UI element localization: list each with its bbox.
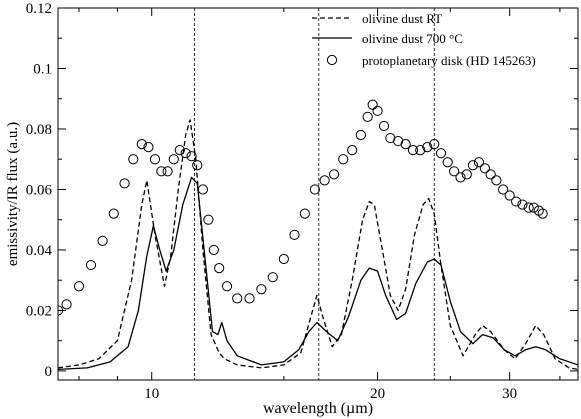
- data-point: [267, 272, 278, 283]
- data-point: [214, 262, 225, 274]
- data-point: [289, 229, 300, 240]
- reference-lines: [194, 8, 435, 380]
- data-point: [449, 166, 460, 177]
- data-point: [232, 293, 243, 304]
- data-point: [108, 208, 119, 219]
- data-point: [192, 160, 203, 171]
- legend-label: olivine dust RT: [362, 11, 442, 26]
- data-point: [429, 138, 440, 150]
- data-point: [479, 163, 490, 174]
- y-tick-label: 0.1: [33, 61, 52, 77]
- data-point: [362, 111, 373, 122]
- x-tick-label: 30: [502, 386, 517, 402]
- data-point: [378, 120, 390, 132]
- y-tick-label: 0.08: [26, 122, 52, 138]
- data-point: [407, 145, 419, 156]
- data-point: [119, 178, 130, 189]
- series-disk-points: [58, 99, 548, 316]
- data-point: [168, 154, 179, 165]
- data-point: [338, 154, 349, 165]
- data-point: [491, 175, 502, 186]
- data-point: [256, 284, 267, 295]
- data-point: [208, 244, 219, 256]
- data-point: [97, 235, 108, 246]
- y-tick-label: 0.02: [26, 303, 52, 319]
- data-point: [203, 214, 214, 225]
- data-point: [442, 157, 453, 168]
- data-point: [528, 202, 539, 213]
- data-point: [299, 208, 310, 219]
- data-point: [309, 184, 320, 195]
- series-line-700c: [58, 176, 578, 371]
- data-point: [156, 166, 167, 177]
- axes: 0 0.02 0.04 0.06 0.08 0.1 0.12 10 20 30: [26, 1, 578, 402]
- data-point: [400, 138, 411, 150]
- data-point: [221, 281, 233, 292]
- legend-marker: [326, 54, 338, 66]
- data-point: [319, 175, 330, 186]
- data-point: [455, 172, 466, 183]
- series-layer: [58, 99, 578, 371]
- data-point: [392, 135, 404, 147]
- data-point: [73, 281, 85, 292]
- data-point: [85, 259, 97, 271]
- data-point: [372, 105, 383, 116]
- x-tick-label: 20: [370, 386, 385, 402]
- data-point: [244, 293, 255, 304]
- data-point: [197, 184, 208, 195]
- data-point: [523, 202, 534, 213]
- data-point: [143, 142, 154, 153]
- x-tick-label: 10: [144, 386, 159, 402]
- data-point: [355, 129, 366, 141]
- data-point: [162, 166, 173, 177]
- data-point: [537, 208, 548, 219]
- data-point: [347, 145, 358, 156]
- y-tick-label: 0.06: [26, 182, 53, 198]
- data-point: [485, 169, 496, 180]
- data-point: [278, 253, 289, 265]
- data-point: [367, 99, 378, 110]
- series-clip-group: [58, 99, 578, 371]
- data-point: [186, 151, 197, 162]
- legend-label: olivine dust 700 °C: [362, 31, 463, 46]
- data-point: [180, 148, 191, 159]
- data-point: [435, 148, 447, 159]
- data-point: [328, 169, 340, 180]
- series-line-rt: [58, 119, 578, 371]
- y-tick-label: 0.12: [26, 1, 52, 17]
- legend: olivine dust RT olivine dust 700 °C protop…: [312, 11, 536, 68]
- data-point: [461, 169, 472, 180]
- y-tick-label: 0.04: [26, 243, 53, 259]
- data-point: [415, 145, 426, 156]
- data-point: [61, 299, 72, 310]
- data-point: [511, 196, 522, 207]
- data-point: [174, 145, 185, 156]
- data-point: [473, 157, 485, 168]
- data-point: [504, 190, 515, 201]
- x-axis-label: wavelength (µm): [263, 400, 373, 417]
- y-axis-label: emissivity/IR flux (a.u.): [5, 122, 21, 266]
- y-tick-label: 0: [45, 364, 53, 380]
- data-point: [422, 142, 433, 153]
- plot-frame: [57, 7, 579, 381]
- data-point: [517, 199, 528, 210]
- data-point: [136, 138, 147, 150]
- data-point: [497, 184, 509, 195]
- legend-label: protoplanetary disk (HD 145263): [362, 53, 536, 68]
- data-point: [467, 160, 479, 171]
- data-point: [128, 154, 139, 165]
- data-point: [149, 154, 161, 165]
